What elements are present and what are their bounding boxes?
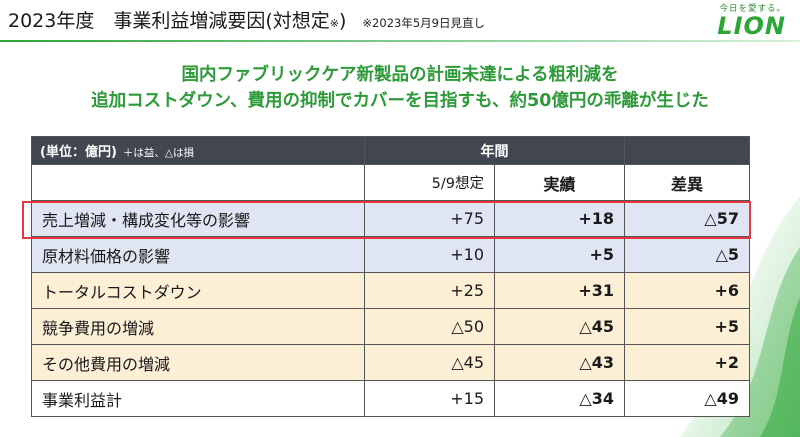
row-actual: +5 <box>494 236 625 273</box>
headline-line-1: 国内ファブリックケア新製品の計画未達による粗利減を <box>181 65 619 85</box>
table-row: 原材料価格の影響 +10 +5 △5 <box>31 236 750 273</box>
row-actual: △43 <box>494 344 625 381</box>
row-actual: +18 <box>494 200 625 237</box>
row-diff: △5 <box>624 236 750 273</box>
col-plan-header: 5/9想定 <box>364 164 495 201</box>
row-diff: △49 <box>624 380 750 417</box>
col-diff-header: 差異 <box>624 164 750 201</box>
row-actual: △45 <box>494 308 625 345</box>
table-row: その他費用の増減 △45 △43 +2 <box>31 344 750 381</box>
headline-line-2: 追加コストダウン、費用の抑制でカバーを目指すも、約50億円の乖離が生じた <box>91 91 709 111</box>
lion-logo: LION <box>717 12 786 40</box>
row-plan: △50 <box>364 308 495 345</box>
summary-headline: 国内ファブリックケア新製品の計画未達による粗利減を 追加コストダウン、費用の抑制… <box>0 62 800 114</box>
brand-block: 今日を愛する。 LION <box>696 2 786 38</box>
unit-header: (単位：億円) ＋は益、△は損 <box>31 136 365 165</box>
table-subheader-row: 5/9想定 実績 差異 <box>31 164 750 201</box>
col-actual-header: 実績 <box>494 164 625 201</box>
page-header: 2023年度 事業利益増減要因(対想定 ※) ※2023年5月9日見直し <box>8 6 485 36</box>
profit-factor-table: (単位：億円) ＋は益、△は損 年間 5/9想定 実績 差異 売上増減・構成変化等… <box>31 136 750 417</box>
row-plan: △45 <box>364 344 495 381</box>
year-header: 年間 <box>364 136 625 165</box>
row-label: 売上増減・構成変化等の影響 <box>31 200 365 237</box>
row-diff: +2 <box>624 344 750 381</box>
title-footnote-mark: ※ <box>329 17 339 30</box>
row-plan: +75 <box>364 200 495 237</box>
row-label: トータルコストダウン <box>31 272 365 309</box>
row-label: 原材料価格の影響 <box>31 236 365 273</box>
subheader-blank <box>31 164 365 201</box>
unit-label: (単位：億円) <box>40 145 117 160</box>
row-diff: △57 <box>624 200 750 237</box>
page-title: 2023年度 事業利益増減要因(対想定 <box>8 10 330 32</box>
row-label: 事業利益計 <box>31 380 365 417</box>
table-row: 競争費用の増減 △50 △45 +5 <box>31 308 750 345</box>
row-plan: +10 <box>364 236 495 273</box>
table-row-total: 事業利益計 +15 △34 △49 <box>31 380 750 417</box>
row-diff: +5 <box>624 308 750 345</box>
table-row: 売上増減・構成変化等の影響 +75 +18 △57 <box>31 200 750 237</box>
row-plan: +25 <box>364 272 495 309</box>
unit-note: ＋は益、△は損 <box>122 147 194 159</box>
row-actual: +31 <box>494 272 625 309</box>
page-title-close: ) <box>339 10 347 32</box>
table-header-row: (単位：億円) ＋は益、△は損 年間 <box>31 136 750 165</box>
header-divider <box>0 40 800 42</box>
table-row: トータルコストダウン +25 +31 +6 <box>31 272 750 309</box>
row-label: その他費用の増減 <box>31 344 365 381</box>
row-diff: +6 <box>624 272 750 309</box>
year-header-blank <box>624 136 750 165</box>
revision-note: ※2023年5月9日見直し <box>362 16 485 30</box>
row-plan: +15 <box>364 380 495 417</box>
row-actual: △34 <box>494 380 625 417</box>
row-label: 競争費用の増減 <box>31 308 365 345</box>
brand-tagline: 今日を愛する。 <box>719 4 786 14</box>
